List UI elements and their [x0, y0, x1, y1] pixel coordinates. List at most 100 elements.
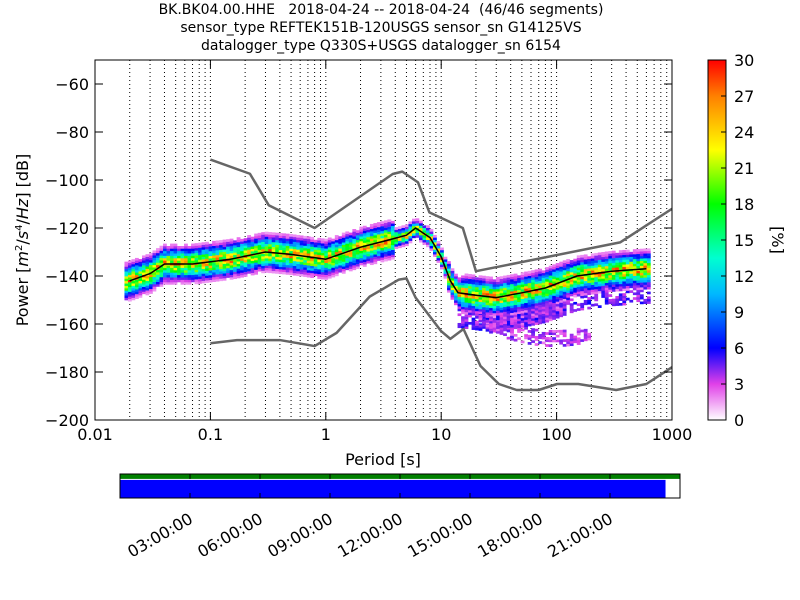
histogram-cell — [513, 300, 518, 303]
histogram-cell — [541, 320, 546, 324]
histogram-cell — [331, 248, 336, 251]
histogram-cell — [184, 279, 188, 283]
histogram-cell — [401, 225, 406, 228]
histogram-cell — [327, 266, 332, 269]
histogram-cell — [496, 276, 500, 280]
histogram-cell — [611, 301, 616, 304]
histogram-cell — [362, 242, 367, 246]
histogram-cell — [173, 250, 178, 254]
histogram-cell — [594, 303, 599, 307]
histogram-cell — [527, 294, 532, 298]
histogram-cell — [583, 264, 588, 267]
histogram-cell — [320, 245, 325, 249]
histogram-cell — [390, 225, 395, 229]
histogram-cell — [306, 236, 311, 240]
histogram-cell — [517, 304, 521, 307]
histogram-cell — [145, 275, 150, 279]
histogram-cell — [247, 268, 251, 272]
histogram-cell — [489, 300, 493, 304]
histogram-cell — [457, 301, 462, 305]
histogram-cell — [496, 303, 500, 306]
histogram-cell — [205, 270, 209, 274]
histogram-cell — [475, 327, 479, 331]
histogram-cell — [383, 220, 388, 224]
histogram-cell — [625, 288, 630, 291]
histogram-cell — [205, 246, 209, 250]
histogram-cell — [510, 330, 514, 334]
histogram-cell — [173, 282, 178, 285]
histogram-cell — [359, 250, 364, 254]
histogram-cell — [285, 269, 290, 273]
histogram-cell — [268, 244, 273, 247]
histogram-cell — [569, 286, 574, 290]
histogram-cell — [180, 265, 185, 268]
histogram-cell — [489, 307, 493, 311]
histogram-cell — [226, 260, 230, 264]
histogram-cell — [475, 323, 479, 326]
histogram-cell — [538, 297, 543, 301]
histogram-cell — [131, 285, 136, 289]
histogram-cell — [594, 264, 599, 268]
histogram-cell — [131, 261, 136, 265]
histogram-cell — [639, 275, 644, 278]
histogram-cell — [194, 257, 199, 261]
histogram-cell — [510, 286, 514, 289]
histogram-cell — [422, 234, 427, 238]
histogram-cell — [517, 306, 521, 310]
histogram-cell — [229, 267, 234, 271]
histogram-cell — [527, 337, 532, 340]
histogram-cell — [517, 311, 521, 315]
histogram-cell — [282, 238, 287, 241]
histogram-cell — [418, 223, 423, 226]
histogram-cell — [380, 235, 385, 239]
histogram-cell — [454, 285, 458, 289]
histogram-cell — [510, 307, 514, 311]
histogram-cell — [639, 294, 644, 298]
histogram-cell — [390, 244, 395, 248]
histogram-cell — [264, 231, 269, 235]
high-noise-model-line — [209, 158, 672, 273]
histogram-cell — [545, 310, 550, 313]
histogram-cell — [208, 258, 213, 261]
histogram-cell — [566, 287, 571, 291]
histogram-cell — [471, 300, 476, 304]
histogram-cell — [390, 230, 395, 234]
histogram-cell — [485, 283, 490, 287]
histogram-cell — [289, 248, 294, 252]
histogram-cell — [236, 270, 241, 274]
histogram-cell — [380, 247, 385, 251]
histogram-cell — [124, 285, 129, 289]
histogram-cell — [303, 274, 308, 278]
histogram-cell — [250, 236, 255, 240]
histogram-cell — [447, 265, 451, 269]
histogram-cell — [271, 239, 276, 243]
histogram-cell — [201, 259, 206, 262]
histogram-cell — [215, 262, 220, 265]
histogram-cell — [289, 262, 294, 266]
histogram-cell — [426, 244, 430, 248]
histogram-cell — [464, 278, 469, 282]
histogram-cell — [569, 333, 574, 337]
histogram-cell — [184, 246, 188, 249]
histogram-cell — [482, 292, 486, 296]
histogram-cell — [573, 340, 578, 344]
histogram-cell — [478, 308, 483, 312]
histogram-cell — [520, 298, 525, 302]
histogram-cell — [608, 251, 613, 254]
histogram-cell — [636, 258, 641, 262]
histogram-cell — [240, 243, 244, 247]
histogram-cell — [520, 305, 525, 309]
histogram-cell — [233, 269, 237, 272]
histogram-cell — [390, 240, 395, 243]
histogram-cell — [306, 272, 311, 276]
histogram-cell — [226, 246, 230, 250]
histogram-cell — [636, 284, 641, 288]
histogram-cell — [471, 324, 476, 328]
histogram-cell — [482, 309, 486, 313]
histogram-cell — [489, 278, 493, 282]
histogram-cell — [447, 289, 451, 293]
histogram-cell — [243, 271, 248, 275]
histogram-cell — [285, 262, 290, 266]
histogram-cell — [618, 283, 623, 287]
histogram-cell — [331, 260, 336, 263]
